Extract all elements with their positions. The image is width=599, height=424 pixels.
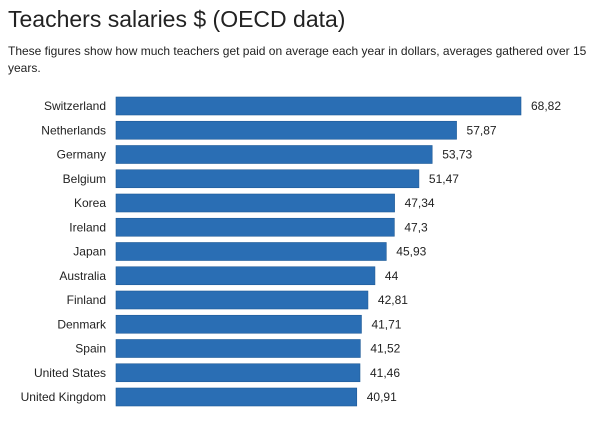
value-label-switzerland: 68,82 bbox=[531, 99, 561, 113]
category-label-netherlands: Netherlands bbox=[41, 123, 106, 137]
bar-denmark bbox=[115, 314, 362, 334]
bar-finland bbox=[115, 290, 369, 310]
category-label-australia: Australia bbox=[59, 269, 106, 283]
category-labels-group: Switzerland Netherlands Germany Belgium Kore… bbox=[21, 99, 107, 404]
value-label-australia: 44 bbox=[385, 269, 399, 283]
bar-united-kingdom bbox=[115, 387, 358, 407]
bar-netherlands bbox=[115, 120, 457, 140]
bar-australia bbox=[115, 266, 376, 286]
bar-spain bbox=[115, 339, 361, 358]
value-label-finland: 42,81 bbox=[378, 293, 408, 307]
bar-switzerland bbox=[115, 96, 522, 116]
bar-korea bbox=[115, 193, 395, 213]
category-label-ireland: Ireland bbox=[69, 220, 106, 234]
bar-united-states bbox=[115, 363, 361, 383]
chart-subtitle: These figures show how much teachers get… bbox=[8, 44, 587, 75]
category-label-switzerland: Switzerland bbox=[44, 99, 106, 113]
value-label-japan: 45,93 bbox=[396, 245, 426, 259]
category-label-denmark: Denmark bbox=[57, 317, 107, 331]
category-label-germany: Germany bbox=[57, 148, 106, 162]
category-label-japan: Japan bbox=[73, 245, 106, 259]
value-label-belgium: 51,47 bbox=[429, 172, 459, 186]
category-label-finland: Finland bbox=[67, 293, 106, 307]
value-label-spain: 41,52 bbox=[370, 342, 400, 356]
bar-japan bbox=[115, 242, 387, 261]
value-label-korea: 47,34 bbox=[405, 196, 435, 210]
bar-belgium bbox=[115, 169, 420, 189]
chart-title: Teachers salaries $ (OECD data) bbox=[8, 6, 346, 32]
value-label-united-states: 41,46 bbox=[370, 366, 400, 380]
value-label-germany: 53,73 bbox=[442, 148, 472, 162]
value-label-netherlands: 57,87 bbox=[467, 123, 497, 137]
bar-ireland bbox=[115, 217, 395, 237]
category-label-belgium: Belgium bbox=[63, 172, 106, 186]
category-label-spain: Spain bbox=[75, 342, 106, 356]
bar-germany bbox=[115, 145, 433, 164]
value-labels-group: 68,82 57,87 53,73 51,47 47,34 47,3 45,93 44 42,8… bbox=[367, 99, 562, 404]
category-label-korea: Korea bbox=[74, 196, 106, 210]
category-label-united-kingdom: United Kingdom bbox=[21, 390, 106, 404]
value-label-ireland: 47,3 bbox=[404, 220, 428, 234]
value-label-united-kingdom: 40,91 bbox=[367, 390, 397, 404]
value-label-denmark: 41,71 bbox=[371, 317, 401, 331]
bars-group bbox=[115, 96, 522, 407]
category-label-united-states: United States bbox=[34, 366, 106, 380]
